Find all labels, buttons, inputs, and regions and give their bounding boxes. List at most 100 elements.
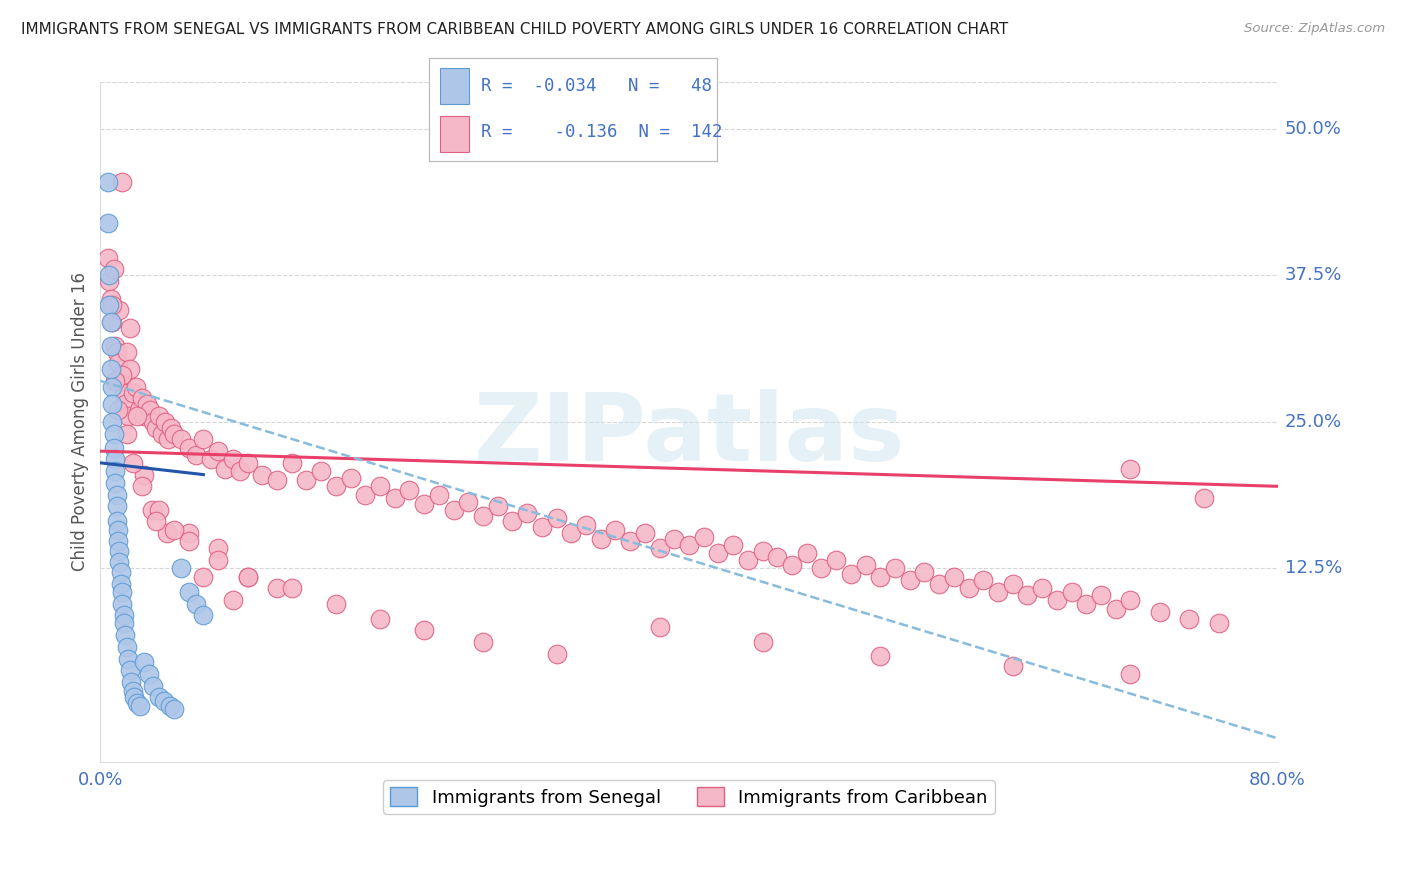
Point (142, 415, 165, 429)
Point (928, 576, 950, 591)
Point (780, 558, 803, 572)
Point (124, 379, 146, 393)
Text: 80.0%: 80.0% (1249, 772, 1306, 789)
Point (170, 433, 193, 447)
Point (177, 526, 200, 541)
Point (127, 409, 149, 423)
Point (107, 523, 129, 537)
Point (163, 523, 186, 537)
Point (131, 392, 153, 406)
Point (122, 690, 145, 705)
Text: 0.0%: 0.0% (77, 772, 124, 789)
Point (266, 474, 288, 488)
Point (1046, 593, 1069, 607)
Point (111, 368, 134, 382)
Point (368, 612, 391, 626)
Point (103, 262, 125, 277)
Point (155, 526, 177, 541)
Point (157, 433, 180, 447)
Point (134, 467, 156, 482)
Point (139, 403, 162, 417)
Point (413, 497, 436, 511)
Point (131, 479, 153, 493)
Point (184, 448, 207, 462)
Point (855, 558, 877, 572)
Point (751, 543, 773, 558)
Point (118, 664, 141, 678)
Point (737, 553, 759, 567)
Point (129, 698, 152, 713)
Point (103, 426, 125, 441)
Point (398, 483, 420, 497)
Point (692, 530, 714, 544)
Point (825, 553, 848, 567)
Point (100, 292, 122, 306)
Point (150, 426, 173, 441)
Point (104, 338, 127, 352)
Point (236, 569, 259, 583)
Point (136, 397, 159, 411)
Point (589, 532, 612, 546)
Point (236, 569, 259, 583)
Point (177, 441, 200, 455)
Point (972, 573, 994, 587)
Point (1208, 616, 1230, 631)
Point (100, 362, 122, 376)
Point (898, 573, 921, 587)
Point (766, 549, 789, 564)
Point (427, 487, 450, 501)
Point (912, 565, 935, 579)
FancyBboxPatch shape (440, 117, 470, 153)
Point (170, 561, 193, 575)
Point (128, 403, 150, 417)
Point (207, 541, 229, 556)
Point (280, 456, 302, 470)
Text: 37.5%: 37.5% (1285, 267, 1343, 285)
Point (648, 620, 671, 634)
Point (101, 415, 124, 429)
Point (111, 597, 134, 611)
Point (121, 385, 143, 400)
Point (721, 538, 744, 552)
Point (325, 479, 347, 493)
Point (869, 649, 891, 664)
Point (214, 461, 236, 475)
Point (193, 569, 215, 583)
Point (1090, 588, 1112, 602)
Point (501, 515, 523, 529)
Point (115, 640, 138, 654)
Point (104, 374, 127, 388)
Point (142, 679, 165, 693)
Point (104, 464, 127, 478)
Point (309, 464, 332, 478)
Point (148, 690, 170, 705)
Point (1119, 593, 1142, 607)
Point (664, 532, 686, 546)
Point (101, 315, 124, 329)
Point (368, 479, 391, 493)
Point (148, 409, 170, 423)
Point (560, 526, 582, 541)
Point (413, 624, 436, 638)
Point (619, 534, 641, 549)
Y-axis label: Child Poverty Among Girls Under 16: Child Poverty Among Girls Under 16 (72, 272, 89, 572)
Text: ZIPatlas: ZIPatlas (474, 390, 904, 482)
Point (184, 597, 207, 611)
Point (138, 666, 160, 681)
Point (97, 175, 120, 189)
Point (101, 379, 124, 393)
Point (516, 506, 538, 520)
Point (648, 541, 671, 556)
Point (1105, 602, 1128, 616)
Text: 25.0%: 25.0% (1285, 413, 1343, 431)
Point (103, 441, 125, 455)
Text: R =    -0.136  N =  142: R = -0.136 N = 142 (481, 123, 723, 141)
Point (118, 321, 141, 335)
Point (111, 175, 134, 189)
Point (153, 415, 176, 429)
Point (222, 452, 245, 467)
Point (118, 362, 141, 376)
Point (121, 684, 143, 698)
Point (957, 582, 980, 596)
Point (252, 467, 274, 482)
